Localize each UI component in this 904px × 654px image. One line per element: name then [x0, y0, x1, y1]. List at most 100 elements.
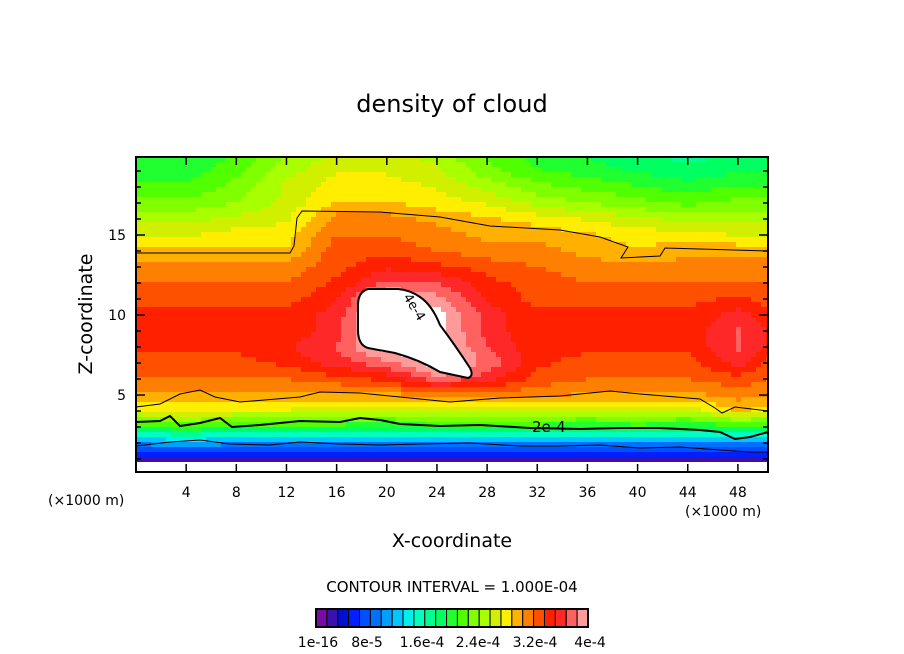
contour-cell [506, 252, 512, 258]
contour-cell [661, 207, 667, 213]
contour-cell [256, 322, 262, 328]
contour-cell [311, 342, 317, 348]
contour-cell [386, 162, 392, 168]
contour-cell [321, 197, 327, 203]
contour-cell [461, 287, 467, 293]
contour-cell [181, 197, 187, 203]
contour-cell [216, 277, 222, 283]
contour-cell [646, 297, 652, 303]
contour-cell [396, 252, 402, 258]
contour-cell [616, 317, 622, 323]
contour-cell [456, 317, 462, 323]
contour-cell [216, 307, 222, 313]
contour-cell [726, 187, 732, 193]
contour-cell [201, 217, 207, 223]
contour-cell [596, 342, 602, 348]
contour-cell [716, 237, 722, 243]
contour-cell [521, 162, 527, 168]
contour-cell [741, 252, 747, 258]
contour-cell [516, 242, 522, 248]
contour-cell [271, 187, 277, 193]
contour-cell [156, 187, 162, 193]
contour-cell [751, 277, 757, 283]
contour-cell [626, 297, 632, 303]
contour-cell [291, 167, 297, 173]
contour-cell [271, 292, 277, 298]
contour-cell [546, 277, 552, 283]
contour-cell [321, 317, 327, 323]
contour-cell [411, 287, 417, 293]
contour-cell [211, 237, 217, 243]
contour-cell [416, 247, 422, 253]
contour-cell [361, 282, 367, 288]
contour-cell [451, 227, 457, 233]
contour-cell [471, 177, 477, 183]
contour-cell [481, 202, 487, 208]
contour-cell [146, 287, 152, 293]
contour-cell [651, 162, 657, 168]
contour-cell [161, 202, 167, 208]
contour-cell [186, 347, 192, 353]
contour-cell [566, 192, 572, 198]
contour-cell [186, 302, 192, 308]
contour-cell [421, 267, 427, 273]
contour-cell [386, 182, 392, 188]
contour-cell [371, 282, 377, 288]
contour-cell [221, 327, 227, 333]
contour-cell [626, 222, 632, 228]
contour-cell [231, 267, 237, 273]
contour-cell [736, 302, 742, 308]
contour-cell [621, 222, 627, 228]
contour-cell [456, 157, 462, 163]
contour-cell [576, 197, 582, 203]
contour-cell [436, 162, 442, 168]
contour-cell [426, 197, 432, 203]
contour-cell [201, 197, 207, 203]
contour-cell [201, 162, 207, 168]
contour-cell [176, 327, 182, 333]
contour-cell [691, 207, 697, 213]
contour-cell [521, 237, 527, 243]
contour-cell [346, 192, 352, 198]
contour-cell [476, 202, 482, 208]
contour-cell [676, 287, 682, 293]
contour-cell [191, 157, 197, 163]
contour-cell [336, 342, 342, 348]
contour-cell [156, 232, 162, 238]
contour-cell [466, 327, 472, 333]
contour-cell [466, 307, 472, 313]
contour-cell [261, 177, 267, 183]
contour-cell [416, 292, 422, 298]
contour-cell [231, 217, 237, 223]
contour-cell [346, 297, 352, 303]
contour-cell [356, 347, 362, 353]
contour-cell [526, 312, 532, 318]
contour-cell [511, 347, 517, 353]
contour-cell [476, 237, 482, 243]
contour-cell [141, 327, 147, 333]
contour-cell [621, 332, 627, 338]
contour-cell [606, 217, 612, 223]
contour-cell [486, 177, 492, 183]
contour-cell [271, 237, 277, 243]
contour-cell [761, 317, 767, 323]
contour-cell [186, 222, 192, 228]
contour-cell [711, 262, 717, 268]
contour-cell [446, 242, 452, 248]
contour-cell [526, 297, 532, 303]
contour-cell [151, 277, 157, 283]
contour-cell [451, 277, 457, 283]
contour-cell [491, 217, 497, 223]
contour-cell [251, 352, 257, 358]
contour-cell [711, 332, 717, 338]
contour-cell [726, 322, 732, 328]
contour-cell [271, 337, 277, 343]
contour-cell [296, 242, 302, 248]
contour-cell [166, 277, 172, 283]
contour-cell [251, 212, 257, 218]
contour-cell [561, 187, 567, 193]
contour-cell [156, 227, 162, 233]
contour-cell [551, 302, 557, 308]
contour-cell [356, 267, 362, 273]
contour-cell [616, 182, 622, 188]
